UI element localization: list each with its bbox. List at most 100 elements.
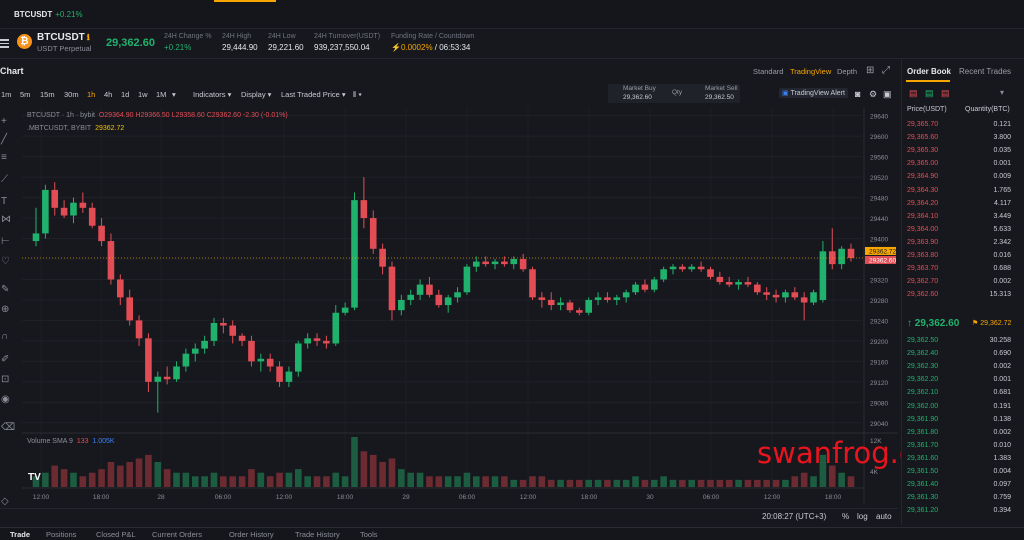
- log-scale-toggle[interactable]: log: [857, 512, 868, 521]
- precision-selector[interactable]: ▾: [1000, 88, 1005, 97]
- tf-more-dropdown[interactable]: ▾: [172, 90, 176, 99]
- eye-icon[interactable]: ◉: [1, 394, 10, 405]
- view-depth[interactable]: Depth: [837, 67, 858, 76]
- settings-icon[interactable]: ⚙: [869, 89, 878, 99]
- tab-order-history[interactable]: Order History: [229, 530, 274, 539]
- ask-row[interactable]: 29,364.10 3.449: [907, 211, 1011, 224]
- view-asks-icon[interactable]: ▤: [941, 88, 950, 98]
- ask-row[interactable]: 29,364.20 4.117: [907, 198, 1011, 211]
- layers-icon[interactable]: ◇: [1, 496, 9, 507]
- bid-row[interactable]: 29,361.90 0.138: [907, 414, 1011, 427]
- tf-1d[interactable]: 1d: [121, 90, 130, 99]
- magnet-icon[interactable]: ∩: [1, 331, 9, 342]
- market-buy-label[interactable]: Market Buy: [623, 85, 656, 92]
- lock-drawing-icon[interactable]: ✐: [1, 354, 10, 365]
- tradingview-alert-button[interactable]: ▣ TradingView Alert: [779, 88, 848, 98]
- top-symbol[interactable]: BTCUSDT +0.21%: [14, 10, 83, 19]
- crosshair-icon[interactable]: +: [1, 116, 7, 127]
- menu-icon[interactable]: [0, 37, 9, 48]
- bid-row[interactable]: 29,361.70 0.010: [907, 440, 1011, 453]
- bid-row[interactable]: 29,361.40 0.097: [907, 479, 1011, 492]
- brush-icon[interactable]: ✎: [1, 284, 10, 295]
- tf-15m[interactable]: 15m: [40, 90, 55, 99]
- bid-row[interactable]: 29,361.20 0.394: [907, 505, 1011, 518]
- ask-row[interactable]: 29,362.70 0.002: [907, 276, 1011, 289]
- market-sell-price[interactable]: 29,362.50: [705, 94, 734, 101]
- display-button[interactable]: Display ▾: [241, 90, 272, 99]
- market-sell-label[interactable]: Market Sell: [705, 85, 738, 92]
- tf-1M[interactable]: 1M: [156, 90, 167, 99]
- pitchfork-icon[interactable]: ⟋: [1, 174, 8, 185]
- qty-input[interactable]: Qty: [672, 89, 683, 96]
- ask-row[interactable]: 29,364.00 5.633: [907, 224, 1011, 237]
- lock-icon[interactable]: ⊡: [1, 374, 10, 385]
- symbol-selector[interactable]: BTCUSDT ℹ: [37, 32, 90, 43]
- view-bids-icon[interactable]: ▤: [925, 88, 934, 98]
- info-icon[interactable]: ℹ: [86, 33, 90, 42]
- ask-row[interactable]: 29,364.30 1.765: [907, 185, 1011, 198]
- tf-1h[interactable]: 1h: [87, 90, 96, 99]
- market-buy-price[interactable]: 29,362.60: [623, 94, 652, 101]
- price-tick-label: 29640: [870, 114, 888, 121]
- percent-scale-toggle[interactable]: %: [842, 512, 850, 521]
- trash-icon[interactable]: ⌫: [1, 422, 16, 433]
- ask-row[interactable]: 29,365.00 0.001: [907, 158, 1011, 171]
- heart-icon[interactable]: ♡: [1, 256, 10, 267]
- expand-icon[interactable]: ▣: [883, 89, 892, 99]
- trendline-icon[interactable]: ╱: [1, 134, 8, 145]
- ask-row[interactable]: 29,363.90 2.342: [907, 237, 1011, 250]
- tab-trade-history[interactable]: Trade History: [295, 530, 340, 539]
- bid-row[interactable]: 29,362.40 0.690: [907, 348, 1011, 361]
- ask-row[interactable]: 29,365.70 0.121: [907, 119, 1011, 132]
- ask-row[interactable]: 29,364.90 0.009: [907, 171, 1011, 184]
- volume-bar: [660, 476, 667, 487]
- view-tradingview[interactable]: TradingView: [790, 67, 832, 76]
- ask-row[interactable]: 29,363.70 0.688: [907, 263, 1011, 276]
- ask-row[interactable]: 29,365.60 3.800: [907, 132, 1011, 145]
- fullscreen-icon[interactable]: ⤢: [882, 65, 890, 76]
- tab-recent-trades[interactable]: Recent Trades: [959, 67, 1012, 76]
- bid-row[interactable]: 29,362.10 0.681: [907, 387, 1011, 400]
- tab-positions[interactable]: Positions: [46, 530, 77, 539]
- bid-row[interactable]: 29,362.20 0.001: [907, 374, 1011, 387]
- camera-icon[interactable]: ◙: [855, 89, 861, 99]
- ask-row[interactable]: 29,363.80 0.016: [907, 250, 1011, 263]
- candle-type-icon[interactable]: ⫴ ▾: [353, 90, 362, 99]
- bid-row[interactable]: 29,361.50 0.004: [907, 466, 1011, 479]
- auto-scale-toggle[interactable]: auto: [876, 512, 892, 521]
- ruler-icon[interactable]: ⊢: [1, 236, 10, 247]
- bid-row[interactable]: 29,361.60 1.383: [907, 453, 1011, 466]
- bid-row[interactable]: 29,361.30 0.759: [907, 492, 1011, 505]
- tab-closed-pnl[interactable]: Closed P&L: [96, 530, 136, 539]
- volume-bar: [210, 472, 218, 487]
- ask-row[interactable]: 29,365.30 0.035: [907, 145, 1011, 158]
- tab-current-orders[interactable]: Current Orders: [152, 530, 203, 539]
- candle-body: [173, 366, 180, 380]
- tf-4h[interactable]: 4h: [104, 90, 113, 99]
- tf-5m[interactable]: 5m: [20, 90, 31, 99]
- zoom-icon[interactable]: ⊕: [1, 304, 10, 315]
- price-type-selector[interactable]: Last Traded Price ▾: [281, 90, 346, 99]
- volume-bar: [163, 469, 171, 487]
- bid-row[interactable]: 29,362.00 0.191: [907, 401, 1011, 414]
- chart-clock[interactable]: 20:08:27 (UTC+3): [762, 512, 827, 521]
- tab-trade[interactable]: Trade: [10, 530, 31, 539]
- view-standard[interactable]: Standard: [753, 67, 784, 76]
- indicators-button[interactable]: Indicators ▾: [193, 90, 232, 99]
- view-both-icon[interactable]: ▤: [909, 88, 918, 98]
- tf-30m[interactable]: 30m: [64, 90, 79, 99]
- tab-order-book[interactable]: Order Book: [907, 67, 952, 76]
- ask-row[interactable]: 29,362.60 15.313: [907, 289, 1011, 302]
- horizontal-lines-icon[interactable]: ≡: [1, 152, 7, 163]
- tf-1w[interactable]: 1w: [138, 90, 148, 99]
- pattern-icon[interactable]: ⋈: [1, 214, 11, 225]
- tab-tools[interactable]: Tools: [360, 530, 378, 539]
- text-icon[interactable]: T: [1, 196, 8, 207]
- grid-layout-icon[interactable]: ⊞: [866, 65, 875, 76]
- candle-body: [697, 266, 705, 270]
- bid-row[interactable]: 29,362.50 30.258: [907, 335, 1011, 348]
- bid-row[interactable]: 29,362.30 0.002: [907, 361, 1011, 374]
- tf-1m[interactable]: 1m: [1, 90, 12, 99]
- bid-row[interactable]: 29,361.80 0.002: [907, 427, 1011, 440]
